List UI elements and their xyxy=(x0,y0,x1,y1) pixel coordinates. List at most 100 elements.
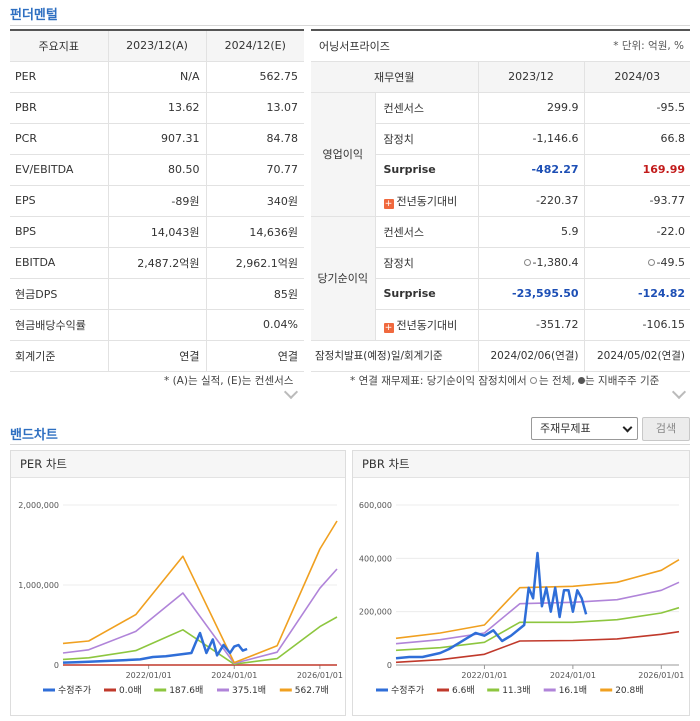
value-text: -23,595.50 xyxy=(512,287,579,300)
table-row: 현금배당수익률 0.04% xyxy=(10,309,304,341)
key-indicators-table: 주요지표 2023/12(A) 2024/12(E) PER N/A 562.75 P… xyxy=(10,29,304,372)
value-2024-03: -49.5 xyxy=(583,247,691,279)
value-2023-12: -1,146.6 xyxy=(477,123,584,155)
indicator-label: PBR xyxy=(10,92,108,124)
x-tick-label: 2022/01/01 xyxy=(126,671,172,680)
y-tick-label: 1,000,000 xyxy=(18,581,59,590)
value-2024-03: -95.5 xyxy=(583,92,691,124)
value-2024-03: -22.0 xyxy=(583,216,691,248)
statement-type-select[interactable]: 주재무제표 xyxy=(531,417,638,440)
pbr-chart-panel: PBR 차트 0 200,000 400,000 600,000 2022/01/01 2… xyxy=(352,450,690,716)
row-label: 컨센서스 xyxy=(375,92,479,124)
row-label-text: 컨센서스 xyxy=(383,101,424,115)
value-2023a: 13.62 xyxy=(107,92,206,124)
value-text: -106.15 xyxy=(642,318,686,331)
legend-label: 375.1배 xyxy=(232,685,266,696)
value-2024e: 14,636원 xyxy=(205,216,304,248)
legend-label: 수정주가 xyxy=(391,685,424,696)
row-label[interactable]: + 전년동기대비 xyxy=(375,185,479,217)
value-2024e: 0.04% xyxy=(205,309,304,341)
legend-label: 수정주가 xyxy=(58,685,91,696)
indicator-label: PER xyxy=(10,61,108,93)
value-2023-12: -220.37 xyxy=(477,185,584,217)
table-row: 현금DPS 85원 xyxy=(10,278,304,310)
series-line-1 xyxy=(395,630,680,664)
row-label: 잠정치 xyxy=(375,123,479,155)
indicator-label: EPS xyxy=(10,185,108,217)
table-row: Surprise -23,595.50 -124.82 xyxy=(311,278,691,310)
row-label-text: Surprise xyxy=(383,163,436,176)
series-line-0 xyxy=(62,631,248,664)
value-2024e: 84.78 xyxy=(205,123,304,155)
value-2023a: 연결 xyxy=(107,340,206,372)
indicator-label: EV/EBITDA xyxy=(10,154,108,186)
per-chart-title: PER 차트 xyxy=(11,451,345,478)
y-tick-label: 0 xyxy=(54,661,59,670)
series-line-4 xyxy=(62,520,338,664)
left-table-note: * (A)는 실적, (E)는 컨센서스 xyxy=(164,375,294,387)
note-text: * 연결 재무제표: 당기순이익 잠정치에서 xyxy=(350,375,527,387)
x-tick-label: 2024/01/01 xyxy=(211,671,257,680)
row-label-text: 컨센서스 xyxy=(383,225,424,239)
table-row: + 전년동기대비 -220.37 -93.77 xyxy=(311,185,691,217)
value-2023a xyxy=(107,309,206,341)
series-line-4 xyxy=(395,559,680,640)
table-row: 잠정치 -1,146.6 66.8 xyxy=(311,123,691,155)
table-row: 잠정치 -1,380.4 -49.5 xyxy=(311,247,691,279)
header-2024-03: 2024/03 xyxy=(583,61,691,93)
series-line-2 xyxy=(395,606,680,652)
unit-label: * 단위: 억원, % xyxy=(478,30,691,62)
group-label: 당기순이익 xyxy=(311,216,376,341)
table-row: PCR 907.31 84.78 xyxy=(10,123,304,155)
x-tick-label: 2026/01/01 xyxy=(297,671,343,680)
series-line-3 xyxy=(62,568,338,665)
open-circle-icon xyxy=(647,259,655,266)
value-text: -22.0 xyxy=(656,225,686,238)
plus-icon[interactable]: + xyxy=(383,198,394,209)
band-chart-title: 밴드차트 xyxy=(10,428,58,443)
announce-date-label: 잠정치발표(예정)일/회계기준 xyxy=(311,340,478,372)
row-label-text: 잠정치 xyxy=(383,132,414,146)
row-label: 잠정치 xyxy=(375,247,479,279)
announce-date-2023-12: 2024/02/06(연결) xyxy=(477,340,584,372)
legend-label: 562.7배 xyxy=(295,685,329,696)
x-tick-label: 2026/01/01 xyxy=(638,671,684,680)
value-2024e: 85원 xyxy=(205,278,304,310)
indicator-label: 현금DPS xyxy=(10,278,108,310)
legend-label: 16.1배 xyxy=(559,685,587,696)
table-row: 회계기준 연결 연결 xyxy=(10,340,304,372)
expand-chevron-icon[interactable] xyxy=(671,384,687,400)
row-label-text: 잠정치 xyxy=(383,256,414,270)
plus-icon[interactable]: + xyxy=(383,322,394,333)
table-row: PER N/A 562.75 xyxy=(10,61,304,93)
value-2023a xyxy=(107,278,206,310)
value-2023-12: -351.72 xyxy=(477,309,584,341)
header-2023-12: 2023/12 xyxy=(477,61,584,93)
value-2024-03: 169.99 xyxy=(583,154,691,186)
row-label: Surprise xyxy=(375,278,479,310)
table-row: EV/EBITDA 80.50 70.77 xyxy=(10,154,304,186)
value-text: -1,380.4 xyxy=(532,256,579,269)
pbr-chart-title: PBR 차트 xyxy=(353,451,689,478)
table-row: 당기순이익 컨센서스 5.9 -22.0 xyxy=(311,216,691,341)
row-label: 컨센서스 xyxy=(375,216,479,248)
value-2023-12: 299.9 xyxy=(477,92,584,124)
value-2023-12: 5.9 xyxy=(477,216,584,248)
per-chart-panel: PER 차트 0 1,000,000 2,000,000 2022/01/01 2024… xyxy=(10,450,346,716)
value-2024-03: -106.15 xyxy=(583,309,691,341)
select-value: 주재무제표 xyxy=(540,422,591,435)
search-button[interactable]: 검색 xyxy=(642,417,690,441)
table-row: EPS -89원 340원 xyxy=(10,185,304,217)
y-tick-label: 400,000 xyxy=(359,554,392,563)
legend-label: 187.6배 xyxy=(169,685,203,696)
header-2024e: 2024/12(E) xyxy=(205,30,304,62)
y-tick-label: 0 xyxy=(387,661,392,670)
table-row: 영업이익 컨센서스 299.9 -95.5 xyxy=(311,92,691,217)
earnings-surprise-title: 어닝서프라이즈 xyxy=(311,30,478,62)
row-label[interactable]: + 전년동기대비 xyxy=(375,309,479,341)
value-2023a: 14,043원 xyxy=(107,216,206,248)
indicator-label: BPS xyxy=(10,216,108,248)
filled-circle-icon xyxy=(578,377,586,384)
legend-label: 6.6배 xyxy=(452,685,475,696)
value-2024-03: -124.82 xyxy=(583,278,691,310)
